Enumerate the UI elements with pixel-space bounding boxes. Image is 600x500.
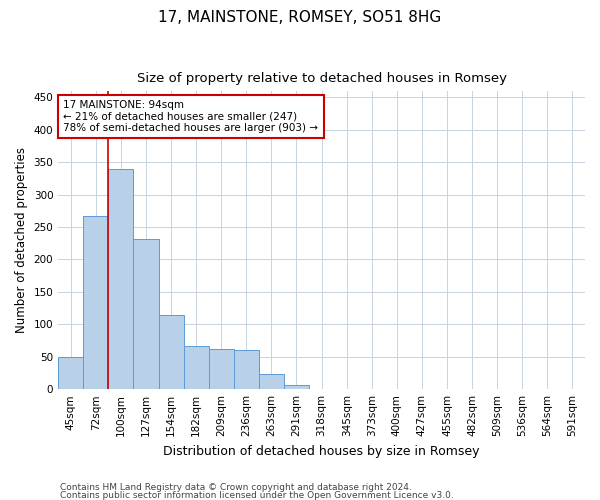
Bar	[560, 388, 585, 389]
Bar	[359, 388, 385, 389]
Bar	[309, 388, 334, 389]
Bar	[109, 168, 133, 389]
Bar	[409, 388, 434, 389]
Title: Size of property relative to detached houses in Romsey: Size of property relative to detached ho…	[137, 72, 506, 86]
X-axis label: Distribution of detached houses by size in Romsey: Distribution of detached houses by size …	[163, 444, 480, 458]
Text: 17, MAINSTONE, ROMSEY, SO51 8HG: 17, MAINSTONE, ROMSEY, SO51 8HG	[158, 10, 442, 25]
Y-axis label: Number of detached properties: Number of detached properties	[15, 147, 28, 333]
Bar	[133, 238, 158, 389]
Bar	[158, 315, 184, 389]
Bar	[184, 346, 209, 389]
Bar	[209, 349, 234, 389]
Bar	[234, 350, 259, 389]
Bar	[284, 384, 309, 389]
Text: 17 MAINSTONE: 94sqm
← 21% of detached houses are smaller (247)
78% of semi-detac: 17 MAINSTONE: 94sqm ← 21% of detached ho…	[64, 100, 319, 133]
Text: Contains HM Land Registry data © Crown copyright and database right 2024.: Contains HM Land Registry data © Crown c…	[60, 484, 412, 492]
Bar	[83, 216, 109, 389]
Bar	[58, 357, 83, 389]
Text: Contains public sector information licensed under the Open Government Licence v3: Contains public sector information licen…	[60, 491, 454, 500]
Bar	[259, 374, 284, 389]
